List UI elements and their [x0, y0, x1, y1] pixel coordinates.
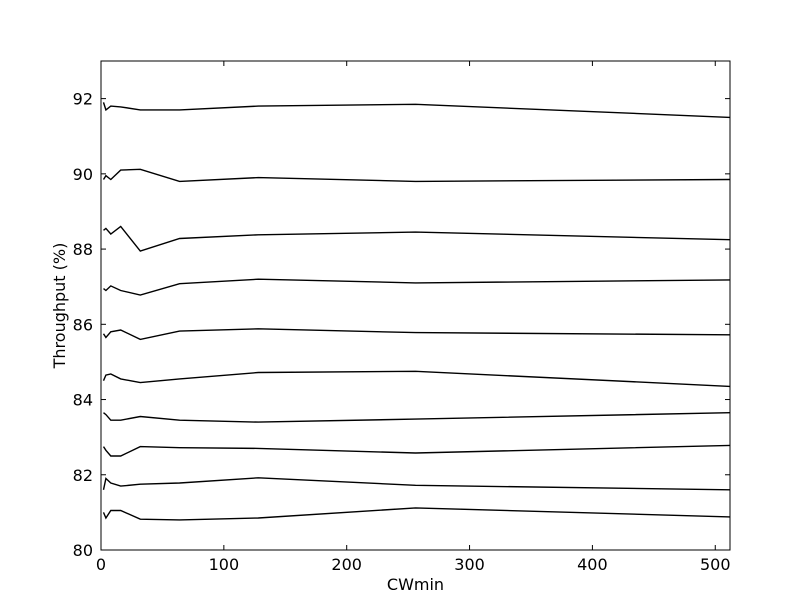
x-tick-label: 400 [577, 555, 608, 574]
series-line-1 [102, 102, 731, 119]
series-line-4 [103, 278, 731, 296]
y-tick-label: 90 [73, 165, 93, 184]
x-tick-label: 100 [209, 555, 240, 574]
x-axis-ticks: 0 100 200 300 400 500 [96, 61, 731, 574]
x-axis-label: CWmin [387, 575, 444, 594]
series-line-8 [102, 444, 731, 457]
series-line-2 [102, 168, 731, 183]
y-tick-label: 82 [73, 466, 93, 485]
y-axis-label: Throughput (%) [50, 243, 69, 370]
series-line-6 [102, 370, 731, 388]
x-tick-label: 500 [700, 555, 731, 574]
x-tick-label: 0 [96, 555, 106, 574]
series-line-7 [103, 412, 731, 423]
series-line-9 [102, 477, 731, 491]
x-tick-label: 200 [331, 555, 362, 574]
y-tick-label: 88 [73, 240, 93, 259]
y-axis-ticks: 80 82 84 86 88 90 92 [73, 90, 730, 560]
series-lines [102, 102, 731, 521]
y-tick-label: 92 [73, 90, 93, 109]
y-tick-label: 80 [73, 541, 93, 560]
series-line-3 [103, 225, 731, 252]
x-tick-label: 300 [454, 555, 485, 574]
series-line-10 [102, 507, 731, 521]
plot-frame [100, 60, 731, 551]
y-tick-label: 86 [73, 315, 93, 334]
y-tick-label: 84 [73, 391, 93, 410]
series-line-5 [102, 328, 731, 341]
